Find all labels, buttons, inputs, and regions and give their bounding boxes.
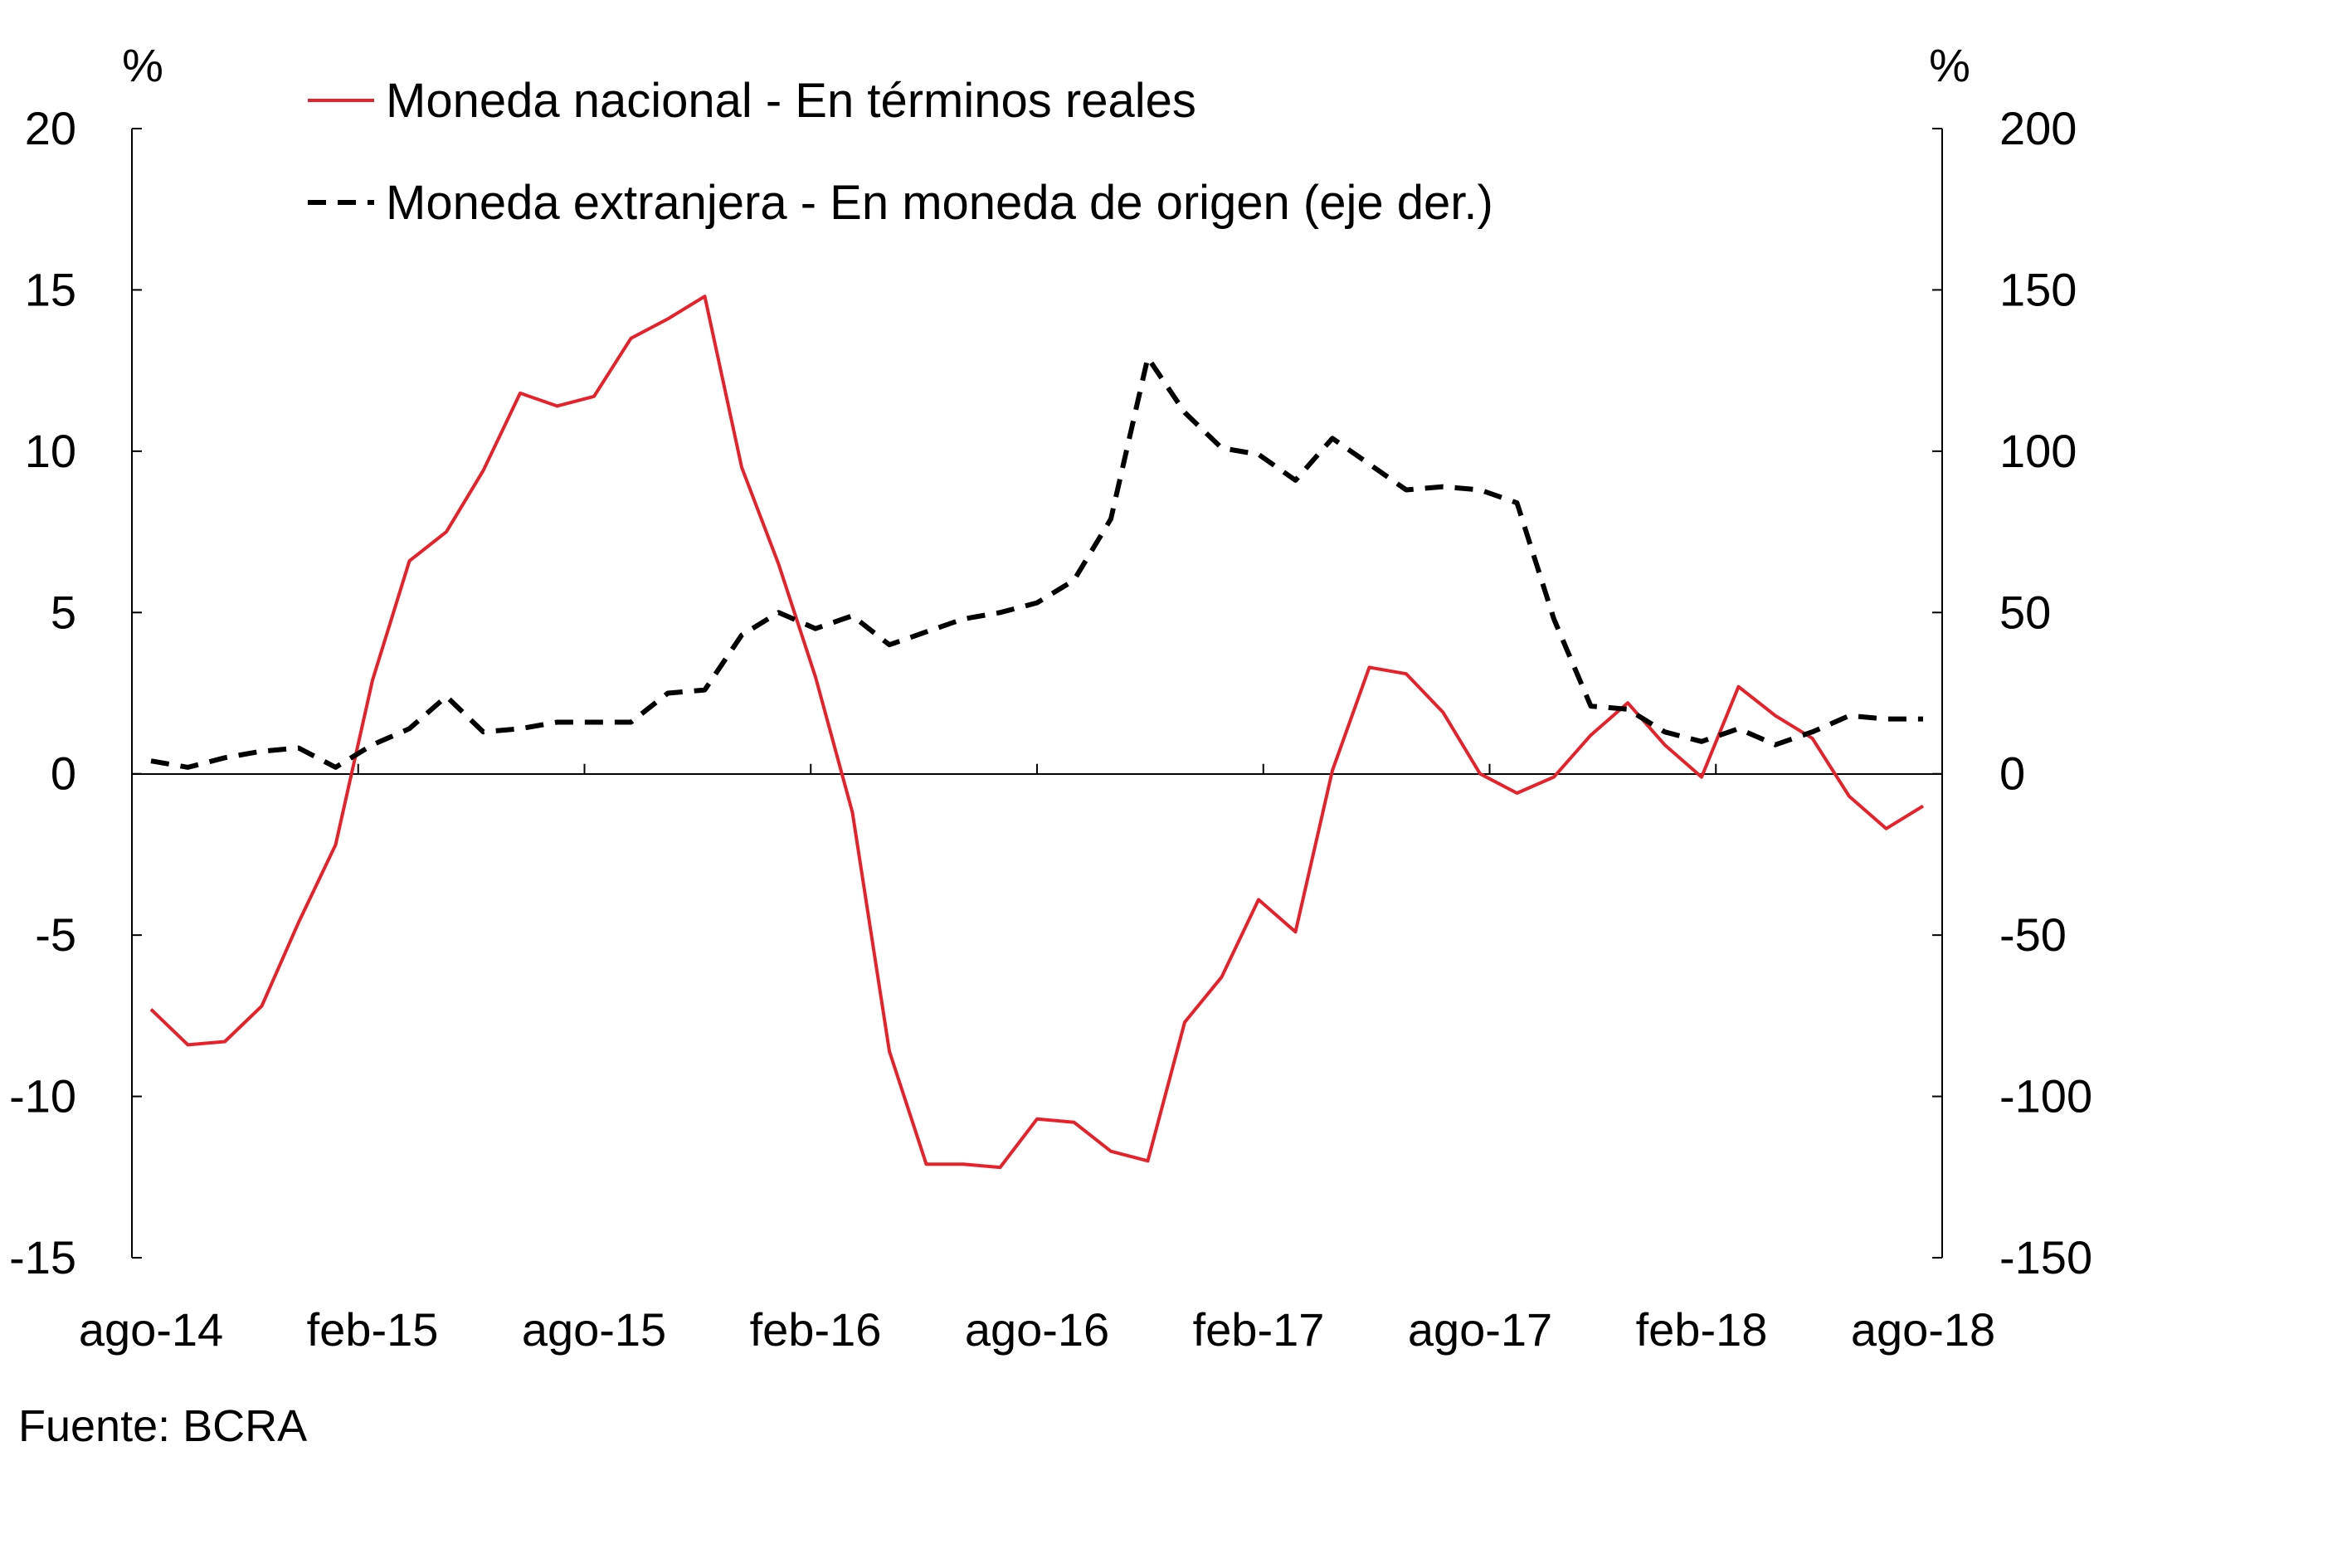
x-tick-label: ago-15 (522, 1303, 666, 1356)
y-right-tick-label: 0 (1999, 747, 2025, 800)
left-axis-unit: % (122, 39, 163, 91)
y-left-tick-label: -5 (35, 908, 76, 961)
x-tick-label: ago-14 (79, 1303, 223, 1356)
x-tick-label: feb-17 (1193, 1303, 1325, 1356)
y-left-tick-label: 15 (25, 263, 76, 315)
y-left-tick-label: 0 (51, 747, 76, 800)
y-left-tick-label: 10 (25, 425, 76, 477)
legend-label-national: Moneda nacional - En términos reales (386, 74, 1196, 128)
y-left-tick-label: 20 (25, 102, 76, 154)
right-axis-unit: % (1929, 39, 1970, 91)
y-left-tick-label: -10 (9, 1070, 76, 1122)
x-axis-ticks: ago-14 feb-15 ago-15 feb-16 ago-16 feb-17 ago-… (79, 763, 1995, 1356)
x-tick-label: feb-15 (307, 1303, 439, 1356)
x-tick-label: feb-16 (750, 1303, 882, 1356)
y-left-tick-label: -15 (9, 1231, 76, 1283)
series-layer (149, 295, 1925, 1170)
y-right-tick-label: 200 (1999, 102, 2077, 154)
x-tick-label: ago-17 (1408, 1303, 1552, 1356)
y-axis-left-ticks: 20 15 10 5 0 -5 -10 -15 (9, 102, 142, 1283)
source-note: Fuente: BCRA (18, 1401, 307, 1451)
x-tick-label: ago-16 (965, 1303, 1109, 1356)
y-left-tick-label: 5 (51, 586, 76, 638)
legend: Moneda nacional - En términos reales Mon… (308, 74, 1493, 230)
y-right-tick-label: 100 (1999, 425, 2077, 477)
x-tick-label: ago-18 (1851, 1303, 1995, 1356)
y-right-tick-label: -50 (1999, 908, 2067, 961)
legend-label-foreign: Moneda extranjera - En moneda de origen … (386, 176, 1493, 230)
y-axis-right-ticks: 200 150 100 50 0 -50 -100 -150 (1932, 102, 2092, 1283)
y-right-tick-label: 50 (1999, 586, 2051, 638)
y-right-tick-label: -150 (1999, 1231, 2092, 1283)
series-line-foreign (150, 355, 1923, 770)
y-right-tick-label: 150 (1999, 263, 2077, 315)
y-right-tick-label: -100 (1999, 1070, 2092, 1122)
x-tick-label: feb-18 (1636, 1303, 1768, 1356)
series-line-national (149, 295, 1925, 1170)
